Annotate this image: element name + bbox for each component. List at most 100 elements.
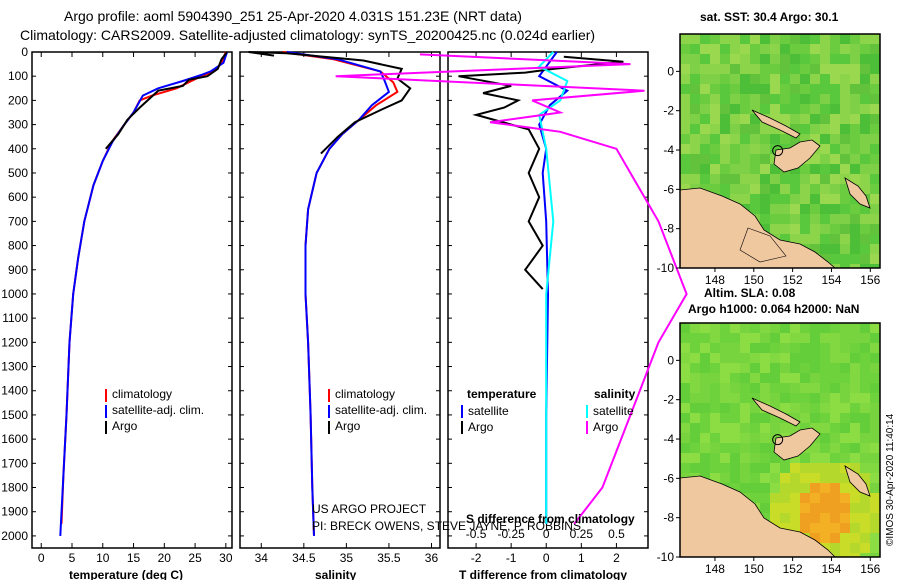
- map-cell: [810, 333, 820, 343]
- map-cell: [800, 333, 810, 343]
- map-cell: [750, 373, 760, 383]
- map-cell: [810, 373, 820, 383]
- map-cell: [770, 463, 780, 473]
- map-cell: [750, 353, 760, 363]
- map-cell: [800, 124, 810, 134]
- salinity-series: [248, 51, 412, 536]
- depth-tick-label: 1600: [1, 432, 28, 446]
- map-cell: [840, 523, 850, 533]
- x-tick-label: 2: [613, 551, 620, 565]
- map-cell: [750, 204, 760, 214]
- legend-climatology: climatology: [112, 387, 172, 401]
- map-cell: [730, 373, 740, 383]
- map-cell: [680, 64, 690, 74]
- map-cell: [750, 124, 760, 134]
- series-satellite-adj-clim-: [286, 51, 391, 536]
- map-cell: [820, 523, 830, 533]
- map-cell: [720, 413, 730, 423]
- map-cell: [750, 453, 760, 463]
- map-cell: [750, 413, 760, 423]
- map-cell: [870, 64, 880, 74]
- map-cell: [830, 104, 840, 114]
- map-cell: [790, 323, 800, 333]
- map-cell: [760, 323, 770, 333]
- map-cell: [820, 84, 830, 94]
- map-cell: [850, 64, 860, 74]
- series-satellite-adj-clim-: [59, 51, 229, 536]
- map-cell: [860, 383, 870, 393]
- series-t-argo: [458, 55, 624, 290]
- map-cell: [770, 134, 780, 144]
- map-cell: [710, 353, 720, 363]
- sst-map: sat. SST: 30.4 Argo: 30.1 148 150 152 154 15…: [657, 10, 881, 287]
- map-cell: [760, 393, 770, 403]
- map-cell: [820, 433, 830, 443]
- lat-tick-label: -8: [663, 222, 674, 236]
- land-new-ireland: [751, 109, 801, 139]
- map-cell: [780, 74, 790, 84]
- map-cell: [800, 84, 810, 94]
- map-cell: [810, 74, 820, 84]
- map-cell: [760, 383, 770, 393]
- map-cell: [710, 363, 720, 373]
- map-cell: [760, 184, 770, 194]
- x-tick-label: 34: [255, 551, 269, 565]
- map-cell: [680, 453, 690, 463]
- map-cell: [780, 353, 790, 363]
- map-cell: [760, 64, 770, 74]
- map-cell: [740, 373, 750, 383]
- map-cell: [770, 204, 780, 214]
- map-cell: [860, 363, 870, 373]
- x-tick-label: -2: [471, 551, 482, 565]
- map-cell: [800, 513, 810, 523]
- map-cell: [820, 44, 830, 54]
- map-cell: [740, 413, 750, 423]
- map-cell: [770, 363, 780, 373]
- map-cell: [680, 373, 690, 383]
- map-cell: [750, 184, 760, 194]
- land-new-guinea: [680, 187, 836, 268]
- map-cell: [830, 34, 840, 44]
- map-cell: [830, 453, 840, 463]
- map-cell: [710, 373, 720, 383]
- lon-tick-label: 150: [744, 273, 764, 287]
- map-cell: [710, 34, 720, 44]
- map-cell: [820, 114, 830, 124]
- map-cell: [810, 124, 820, 134]
- map-cell: [710, 44, 720, 54]
- map-cell: [770, 34, 780, 44]
- map-cell: [720, 164, 730, 174]
- map-cell: [830, 533, 840, 543]
- sla-map-title-2: Argo h1000: 0.064 h2000: NaN: [688, 302, 859, 316]
- map-cell: [700, 343, 710, 353]
- map-cell: [860, 164, 870, 174]
- map-cell: [770, 184, 780, 194]
- map-cell: [860, 84, 870, 94]
- map-cell: [720, 64, 730, 74]
- map-cell: [850, 513, 860, 523]
- map-cell: [820, 413, 830, 423]
- map-cell: [810, 513, 820, 523]
- map-cell: [820, 363, 830, 373]
- map-cell: [820, 503, 830, 513]
- sla-map-axes: 148 150 152 154 156 0 -2 -4 -6 -8 -10: [657, 353, 881, 576]
- map-cell: [740, 353, 750, 363]
- map-cell: [760, 204, 770, 214]
- map-cell: [790, 353, 800, 363]
- map-cell: [850, 164, 860, 174]
- map-cell: [790, 134, 800, 144]
- map-cell: [830, 194, 840, 204]
- map-cell: [690, 333, 700, 343]
- map-cell: [680, 44, 690, 54]
- map-cell: [870, 343, 880, 353]
- map-cell: [830, 323, 840, 333]
- lon-tick-label: 152: [783, 562, 803, 576]
- map-cell: [740, 104, 750, 114]
- x-tick-label: 0: [543, 551, 550, 565]
- map-cell: [690, 114, 700, 124]
- map-cell: [780, 473, 790, 483]
- map-cell: [700, 463, 710, 473]
- map-cell: [850, 114, 860, 124]
- map-cell: [810, 463, 820, 473]
- map-cell: [780, 224, 790, 234]
